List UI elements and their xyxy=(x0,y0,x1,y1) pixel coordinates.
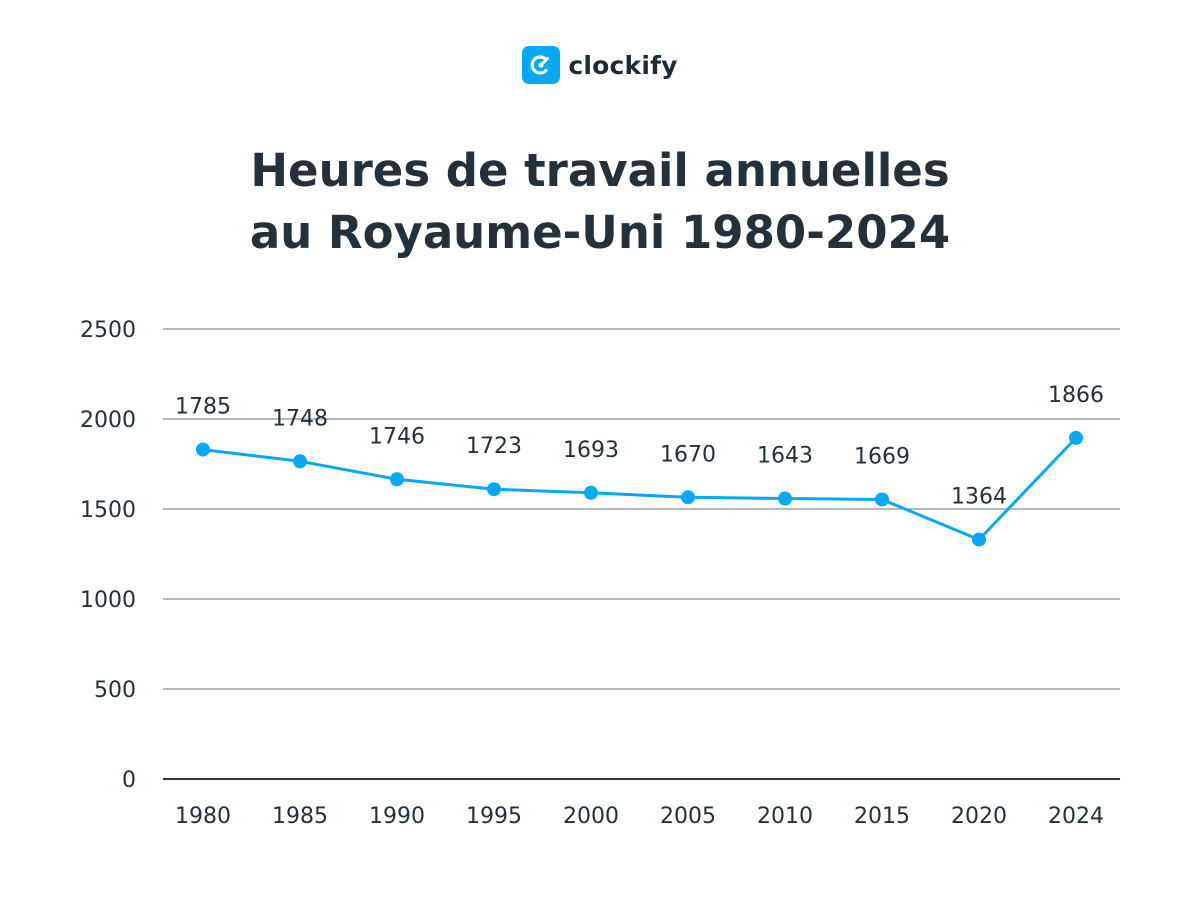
data-label: 1723 xyxy=(466,434,522,459)
data-label: 1748 xyxy=(272,406,328,431)
data-labels: 1785 1748 1746 1723 1693 1670 1643 1669 1364 1866 xyxy=(175,383,1104,510)
data-point xyxy=(875,492,889,507)
x-tick-label: 1995 xyxy=(466,804,522,829)
x-axis-ticks: 1980 1985 1990 1995 2000 2005 2010 2015 2020 2024 xyxy=(175,804,1104,829)
clockify-logo-icon xyxy=(522,46,561,84)
y-tick-label: 500 xyxy=(94,678,136,703)
y-tick-label: 2500 xyxy=(80,318,136,343)
brand-header: clockify xyxy=(0,46,1200,84)
data-label: 1364 xyxy=(951,485,1007,510)
data-label: 1866 xyxy=(1048,383,1104,408)
data-label: 1670 xyxy=(660,442,716,467)
gridlines xyxy=(163,328,1120,780)
data-point xyxy=(681,490,695,505)
data-label: 1693 xyxy=(563,438,619,463)
data-point xyxy=(487,482,501,497)
brand-name: clockify xyxy=(568,50,678,80)
data-point xyxy=(972,532,986,547)
series-line xyxy=(196,430,1083,547)
y-axis-ticks: 0 500 1000 1500 2000 2500 xyxy=(80,318,136,793)
x-tick-label: 2000 xyxy=(563,804,619,829)
data-point xyxy=(196,442,210,457)
data-point xyxy=(778,491,792,506)
y-tick-label: 1500 xyxy=(80,498,136,523)
x-tick-label: 2020 xyxy=(951,804,1007,829)
data-point xyxy=(293,454,307,469)
x-tick-label: 2015 xyxy=(854,804,910,829)
x-tick-label: 2010 xyxy=(757,804,813,829)
data-label: 1785 xyxy=(175,395,231,420)
chart-title: Heures de travail annuelles au Royaume-U… xyxy=(0,140,1200,264)
x-tick-label: 1990 xyxy=(369,804,425,829)
x-tick-label: 1980 xyxy=(175,804,231,829)
y-tick-label: 2000 xyxy=(80,408,136,433)
y-tick-label: 1000 xyxy=(80,588,136,613)
data-point xyxy=(1069,430,1083,445)
data-point xyxy=(584,485,598,500)
x-tick-label: 2005 xyxy=(660,804,716,829)
x-tick-label: 1985 xyxy=(272,804,328,829)
chart-title-line-1: Heures de travail annuelles xyxy=(250,144,950,197)
data-point xyxy=(390,472,404,487)
data-label: 1643 xyxy=(757,444,813,469)
x-tick-label: 2024 xyxy=(1048,804,1104,829)
data-label: 1746 xyxy=(369,424,425,449)
series-polyline xyxy=(202,436,1078,542)
chart-title-line-2: au Royaume-Uni 1980-2024 xyxy=(249,206,951,259)
data-label: 1669 xyxy=(854,444,910,469)
y-tick-label: 0 xyxy=(122,768,136,793)
